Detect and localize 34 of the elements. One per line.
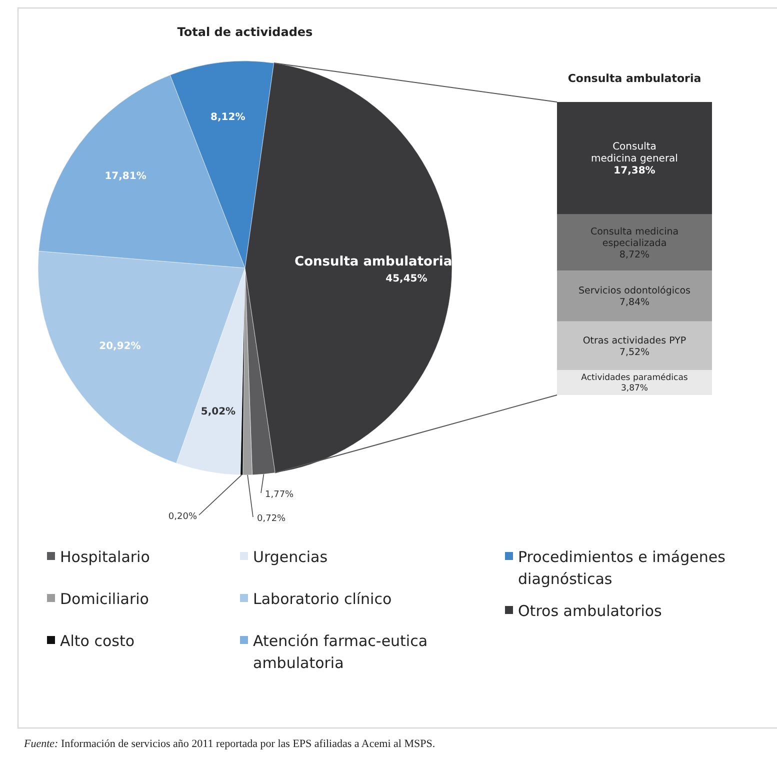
data-label: 7,84% xyxy=(619,297,650,308)
bar xyxy=(557,214,712,271)
data-label: 3,87% xyxy=(620,384,648,394)
data-label: 0,72% xyxy=(257,514,286,524)
chart-title: Total de actividades xyxy=(177,25,313,39)
legend-label: Procedimientos e imágenes diagnósticas xyxy=(518,548,726,588)
data-label: 17,81% xyxy=(104,170,146,182)
series-label: Consulta medicina especializada xyxy=(590,226,679,249)
bar xyxy=(557,321,712,370)
series-label: Consulta medicina general xyxy=(591,142,678,165)
bar xyxy=(557,270,712,322)
legend-label: Atención farmac-eutica ambulatoria xyxy=(253,632,428,672)
source-note: Fuente: Información de servicios año 2011 reportada por las EPS afiliadas a Acemi al MSPS. xyxy=(23,738,436,750)
data-label: 45,45% xyxy=(386,274,428,284)
data-label: 1,77% xyxy=(265,490,294,500)
chart-title: Consulta ambulatoria xyxy=(294,254,452,270)
legend-label: Domiciliario xyxy=(60,590,149,608)
legend-label: Hospitalario xyxy=(60,548,150,566)
data-label: 8,72% xyxy=(619,249,650,260)
data-label: 17,38% xyxy=(614,166,656,177)
legend-label: Laboratorio clínico xyxy=(253,590,392,608)
series-label: Servicios odontológicos xyxy=(578,286,691,297)
chart-title: Consulta ambulatoria xyxy=(568,72,702,85)
bar xyxy=(557,102,712,214)
data-label: 0,20% xyxy=(168,512,198,522)
series-label: Actividades paramédicas xyxy=(581,373,688,384)
legend-label: Alto costo xyxy=(60,632,135,650)
data-label: 5,02% xyxy=(200,406,236,418)
legend-label: Otros ambulatorios xyxy=(518,602,662,620)
data-label: 7,52% xyxy=(619,346,650,358)
data-label: 8,12% xyxy=(210,112,246,123)
series-label: Otras actividades PYP xyxy=(582,335,686,346)
data-label: 20,92% xyxy=(99,341,141,352)
legend-label: Urgencias xyxy=(253,548,328,566)
